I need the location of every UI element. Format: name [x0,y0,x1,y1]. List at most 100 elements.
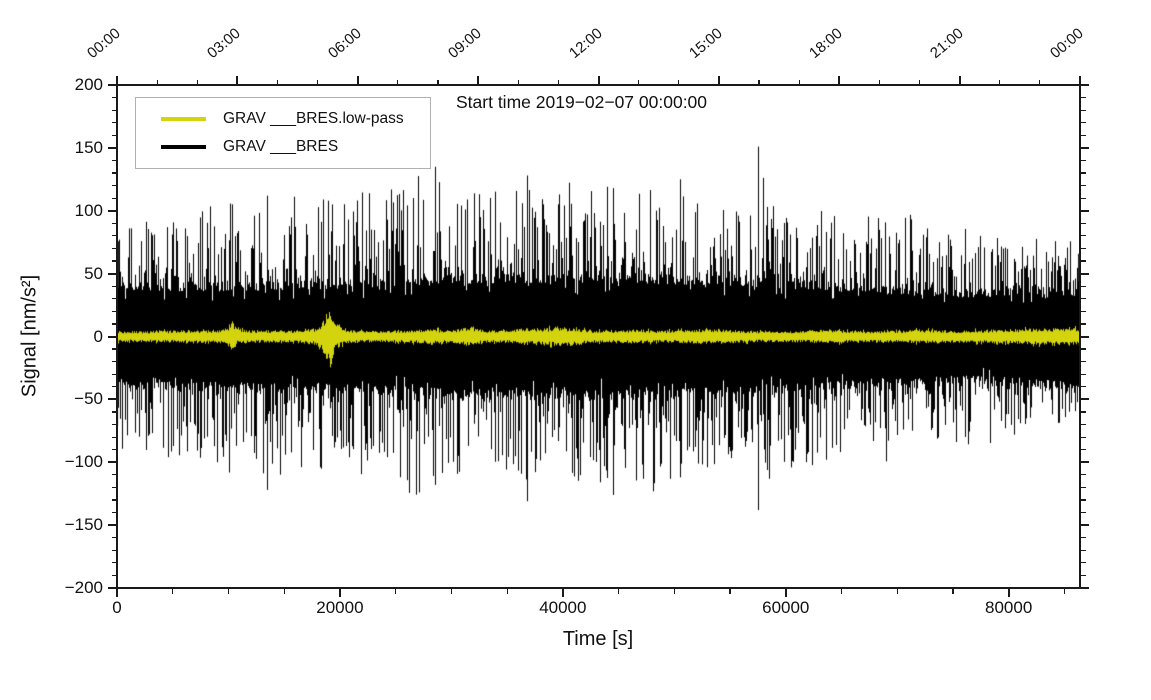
tick-mark [878,79,880,84]
tick-mark [1081,335,1089,338]
tick-mark [999,79,1001,84]
tick-mark [111,499,116,501]
tick-mark [111,310,116,312]
tick-mark [156,79,158,84]
y-axis-tick-label: 200 [74,75,103,94]
tick-mark [1081,146,1089,149]
tick-mark [1081,285,1086,287]
tick-mark [111,298,116,300]
tick-mark [1007,589,1010,597]
tick-mark [1081,474,1086,476]
legend: GRAV ___BRES.low-pass GRAV ___BRES [135,97,431,169]
tick-mark [356,76,359,84]
tick-mark [111,260,116,262]
tick-mark [678,79,680,84]
tick-mark [283,589,285,594]
tick-mark [111,537,116,539]
y-axis-tick-label: 50 [84,263,103,283]
tick-mark [1081,96,1086,99]
top-axis-tick-label: 00:00 [84,24,124,62]
tick-mark [597,76,600,84]
tick-mark [111,323,116,325]
tick-mark [1063,589,1065,594]
tick-mark [717,76,720,84]
tick-mark [517,79,519,84]
tick-mark [1081,524,1089,527]
x-axis-title: Time [s] [562,628,634,650]
legend-item-lowpass: GRAV ___BRES.low-pass [136,107,430,131]
tick-mark [111,549,116,551]
tick-mark [1081,109,1086,111]
tick-mark [317,79,319,84]
lowpass-line-swatch-icon [161,116,206,121]
legend-item-raw: GRAV ___BRES [136,135,430,159]
tick-mark [838,76,841,84]
tick-mark [111,222,116,224]
tick-mark [617,589,620,594]
tick-mark [111,109,116,111]
tick-mark [108,461,116,464]
tick-mark [227,589,230,594]
tick-mark [1081,436,1086,438]
tick-mark [1081,386,1086,388]
tick-mark [111,285,116,287]
tick-mark [108,84,116,86]
top-axis-tick-label: 12:00 [565,24,606,62]
tick-mark [111,411,116,413]
tick-mark [236,76,239,84]
tick-mark [1081,134,1086,136]
tick-mark [1081,449,1086,451]
tick-mark [111,247,116,250]
tick-mark [1081,348,1086,350]
tick-mark [1081,361,1086,363]
tick-mark [111,185,116,187]
x-axis-tick-label: 20000 [316,598,364,617]
tick-mark [108,524,116,527]
tick-mark [1081,398,1089,401]
tick-mark [450,589,452,594]
tick-mark [108,209,116,212]
tick-mark [111,122,116,124]
tick-mark [729,589,731,594]
tick-mark [784,589,787,597]
top-axis-tick-label: 06:00 [324,24,365,62]
tick-mark [1081,549,1086,551]
tick-mark [1081,172,1086,174]
tick-mark [506,589,508,594]
tick-mark [111,159,116,162]
tick-mark [1079,76,1081,84]
tick-mark [108,398,116,401]
y-axis-title: Signal [nm/s²] [18,274,41,398]
tick-mark [1081,222,1086,224]
tick-mark [437,79,439,84]
tick-mark [111,96,116,99]
tick-mark [1039,79,1041,84]
x-axis-tick-label: 60000 [762,598,810,617]
tick-mark [1081,84,1089,86]
tick-mark [758,79,760,84]
y-axis-tick-label: 100 [74,200,103,220]
top-axis-tick-label: 00:00 [1047,24,1087,62]
top-axis-tick-label: 15:00 [685,24,726,62]
tick-mark [1081,235,1086,237]
tick-mark [111,486,116,488]
tick-mark [958,76,961,84]
tick-mark [108,146,116,149]
tick-mark [952,589,954,594]
x-axis-tick-label: 40000 [539,598,587,617]
plot-title: Start time 2019−02−07 00:00:00 [456,92,708,112]
tick-mark [1081,461,1089,464]
tick-mark [111,474,116,476]
tick-mark [116,589,118,597]
legend-label-lowpass: GRAV ___BRES.low-pass [223,109,404,127]
tick-mark [1081,499,1086,501]
tick-mark [1081,298,1086,300]
tick-mark [1081,323,1086,325]
tick-mark [1081,197,1086,199]
tick-mark [108,587,116,589]
tick-mark [111,197,116,199]
tick-mark [798,79,800,84]
y-axis-tick-label: −50 [74,389,103,409]
tick-mark [1081,310,1086,312]
